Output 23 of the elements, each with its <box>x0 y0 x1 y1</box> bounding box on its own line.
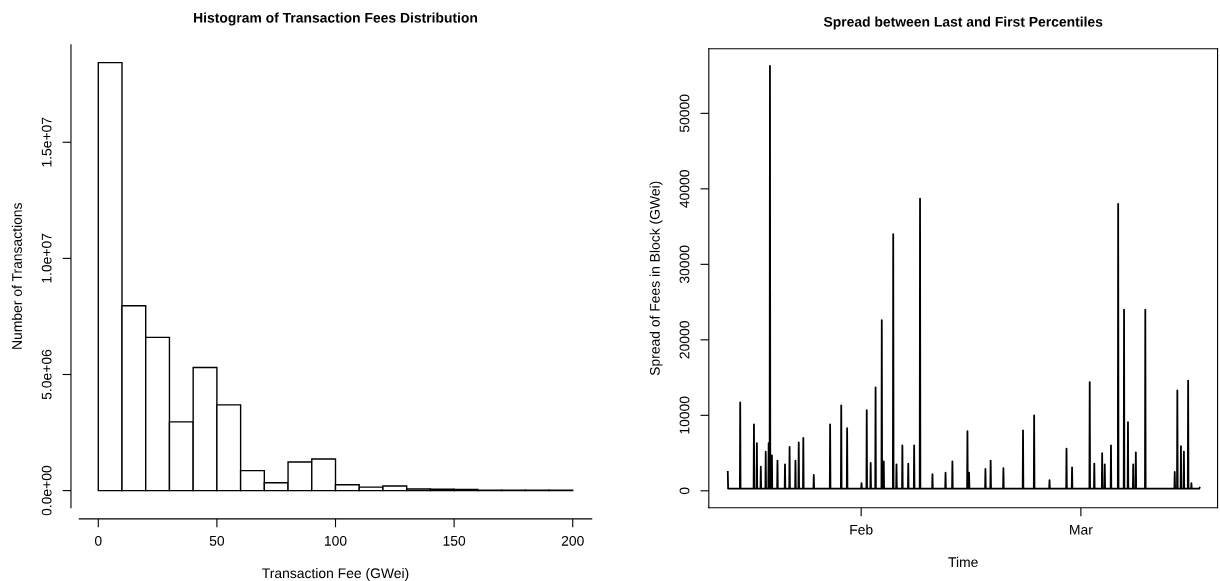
y-tick-label: 20000 <box>679 321 690 359</box>
chart-title: Histogram of Transaction Fees Distribution <box>194 12 478 26</box>
x-axis-title: Time <box>948 556 978 568</box>
x-axis-title: Transaction Fee (GWei) <box>262 567 409 581</box>
y-tick-label: 1.5e+07 <box>41 117 52 167</box>
x-tick-label: 100 <box>324 535 347 546</box>
y-tick-label: 5.0e+06 <box>41 349 52 400</box>
y-tick-label: 40000 <box>679 170 690 208</box>
y-tick-label: 10000 <box>679 396 690 434</box>
y-axis-title: Number of Transactions <box>11 203 22 349</box>
y-tick-label: 0.0e+00 <box>41 465 52 516</box>
x-tick-label: 150 <box>443 535 466 546</box>
y-axis-title: Spread of Fees in Block (GWei) <box>649 181 663 376</box>
x-tick-label: 200 <box>561 535 584 546</box>
y-tick-label: 30000 <box>679 245 690 284</box>
y-tick-label: 1.0e+07 <box>41 233 52 283</box>
x-tick-label: 0 <box>94 535 102 546</box>
y-tick-label: 0 <box>679 487 690 495</box>
x-tick-label: Mar <box>1070 524 1093 535</box>
y-tick-label: 50000 <box>679 94 690 133</box>
x-tick-label: Feb <box>850 524 873 535</box>
chart-title: Spread between Last and First Percentiles <box>823 16 1103 30</box>
x-tick-label: 50 <box>209 535 225 546</box>
